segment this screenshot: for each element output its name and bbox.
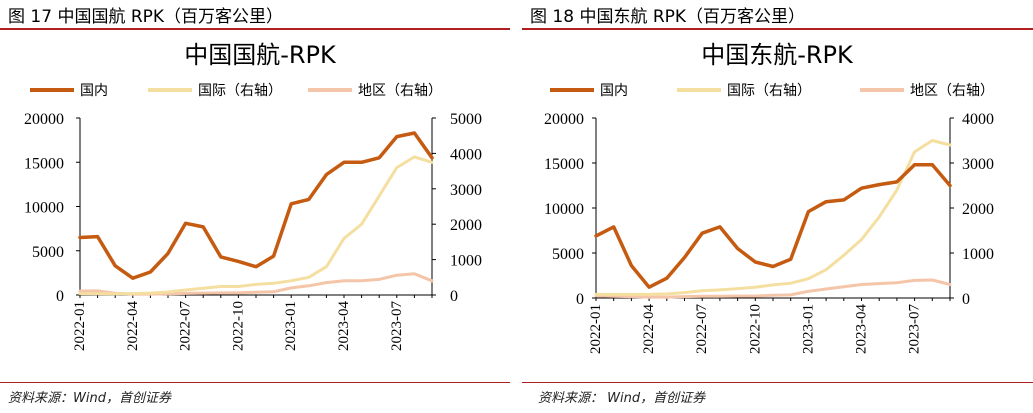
figure-17-panel: 图 17 中国国航 RPK（百万客公里） 中国国航-RPK 国内 国际（右轴） 地区（…: [0, 0, 516, 413]
series-line-1: [594, 139, 952, 296]
y-right-tick-label: 1000: [450, 253, 482, 270]
chart-title: 中国国航-RPK: [184, 41, 337, 69]
figure-label: 图 17 中国国航 RPK（百万客公里）: [8, 7, 284, 27]
y-right-tick-label: 4000: [450, 146, 482, 163]
legend-label-0: 国内: [80, 83, 108, 99]
y-right-tick-label: 2000: [450, 217, 482, 234]
y-right-tick-label: 3000: [962, 156, 994, 173]
series-line-0: [78, 131, 434, 280]
y-right-tick-label: 0: [450, 288, 458, 305]
series-line-1: [78, 155, 434, 296]
source-rule: [522, 382, 1033, 383]
source-note: 资料来源：Wind，首创证券: [8, 391, 171, 406]
y-right-tick-label: 2000: [962, 201, 994, 218]
legend-label-1: 国际（右轴）: [727, 83, 811, 99]
x-tick-label: 2022-10: [747, 304, 763, 354]
y-left-tick-label: 20000: [544, 111, 584, 128]
x-tick-label: 2022-04: [641, 304, 657, 354]
y-left-tick-label: 20000: [24, 111, 64, 128]
x-tick-label: 2022-07: [694, 304, 710, 354]
legend-label-1: 国际（右轴）: [198, 83, 282, 99]
x-tick-label: 2023-07: [389, 301, 405, 351]
y-left-tick-label: 10000: [544, 201, 584, 218]
legend-label-2: 地区（右轴）: [910, 83, 994, 99]
x-tick-label: 2022-10: [230, 301, 246, 351]
figure-label: 图 18 中国东航 RPK（百万客公里）: [530, 7, 806, 27]
y-right-tick-label: 4000: [962, 111, 994, 128]
source-rule: [0, 382, 510, 383]
y-left-tick-label: 0: [576, 291, 584, 308]
x-tick-label: 2022-01: [588, 304, 604, 354]
x-tick-label: 2023-04: [854, 304, 870, 354]
series-line-2: [594, 278, 952, 299]
y-left-tick-label: 5000: [32, 244, 64, 261]
x-tick-label: 2023-07: [907, 304, 923, 354]
y-right-tick-label: 5000: [450, 111, 482, 128]
series-line-0: [594, 163, 952, 289]
x-tick-label: 2023-01: [800, 304, 816, 354]
title-rule: [522, 28, 1033, 30]
figure-18-panel: 图 18 中国东航 RPK（百万客公里） 中国东航-RPK 国内 国际（右轴） 地区（…: [522, 0, 1033, 413]
legend-label-0: 国内: [600, 83, 628, 99]
legend-label-2: 地区（右轴）: [358, 83, 442, 99]
x-tick-label: 2023-04: [336, 301, 352, 351]
chart-title: 中国东航-RPK: [701, 41, 854, 69]
y-right-tick-label: 0: [962, 291, 970, 308]
title-rule: [0, 28, 510, 30]
x-tick-label: 2022-04: [125, 301, 141, 351]
y-left-tick-label: 0: [56, 288, 64, 305]
x-tick-label: 2023-01: [283, 301, 299, 351]
source-note: 资料来源： Wind，首创证券: [538, 391, 706, 406]
y-left-tick-label: 5000: [552, 246, 584, 263]
y-right-tick-label: 3000: [450, 182, 482, 199]
y-left-tick-label: 15000: [24, 155, 64, 172]
x-tick-label: 2022-07: [178, 301, 194, 351]
y-left-tick-label: 15000: [544, 156, 584, 173]
y-left-tick-label: 10000: [24, 200, 64, 217]
y-right-tick-label: 1000: [962, 246, 994, 263]
x-tick-label: 2022-01: [72, 301, 88, 351]
